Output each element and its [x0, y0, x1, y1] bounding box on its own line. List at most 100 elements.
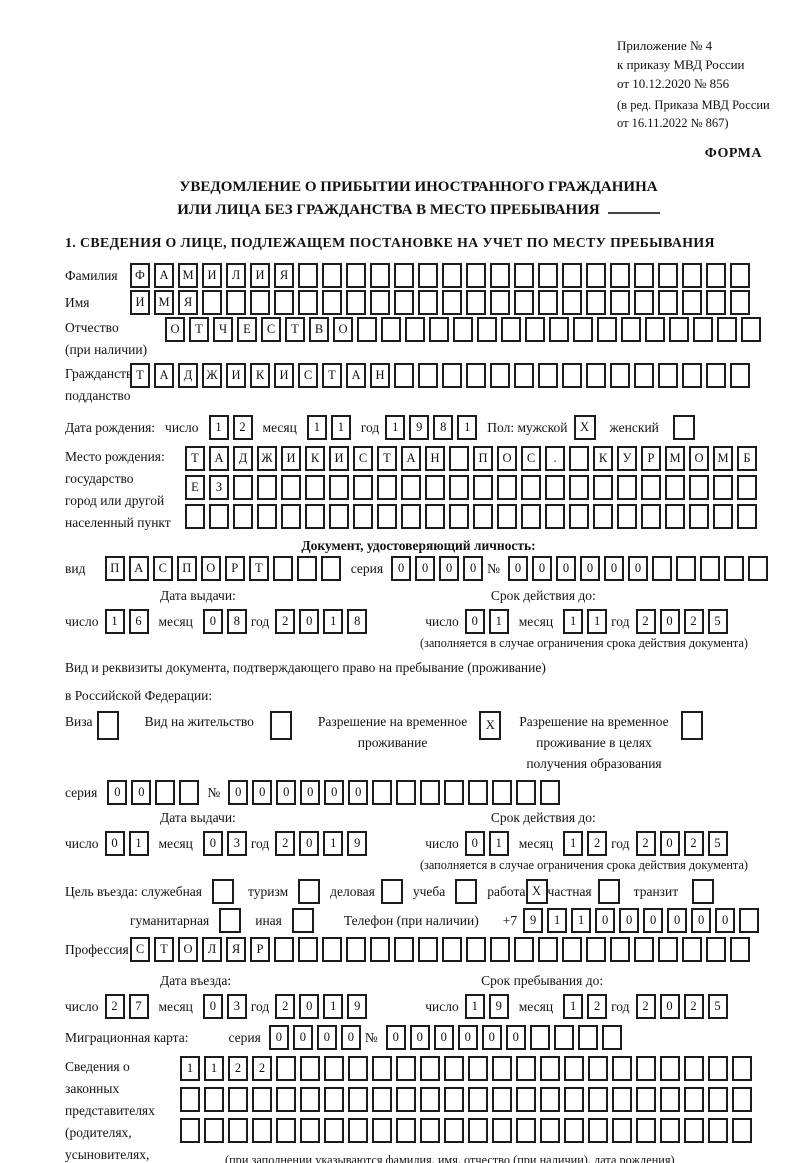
char-cell[interactable]: Л — [226, 263, 246, 288]
char-cell[interactable] — [274, 937, 294, 962]
char-cell[interactable]: 1 — [323, 609, 344, 634]
char-cell[interactable]: А — [209, 446, 229, 471]
char-cell[interactable] — [660, 1056, 680, 1081]
char-cell[interactable] — [357, 317, 377, 342]
char-cell[interactable] — [346, 937, 366, 962]
char-cell[interactable]: 1 — [306, 415, 327, 440]
char-cell[interactable] — [425, 475, 445, 500]
char-cell[interactable]: 0 — [340, 1025, 361, 1050]
char-cell[interactable]: 0 — [299, 831, 320, 856]
char-cell[interactable] — [586, 363, 606, 388]
char-cell[interactable] — [300, 1118, 320, 1143]
char-cell[interactable]: 2 — [683, 994, 704, 1019]
char-cell[interactable] — [329, 475, 349, 500]
char-cell[interactable]: 0 — [299, 609, 320, 634]
char-cell[interactable] — [372, 1056, 392, 1081]
char-cell[interactable]: 0 — [104, 831, 125, 856]
char-cell[interactable] — [420, 1118, 440, 1143]
char-cell[interactable] — [706, 290, 726, 315]
char-cell[interactable] — [396, 1087, 416, 1112]
char-cell[interactable] — [396, 1118, 416, 1143]
char-cell[interactable]: К — [305, 446, 325, 471]
char-cell[interactable]: 0 — [324, 780, 345, 805]
char-cell[interactable] — [420, 1087, 440, 1112]
char-cell[interactable]: И — [281, 446, 301, 471]
char-cell[interactable] — [401, 475, 421, 500]
char-cell[interactable] — [708, 1087, 728, 1112]
char-cell[interactable] — [514, 263, 534, 288]
char-cell[interactable] — [348, 1056, 368, 1081]
char-cell[interactable] — [204, 1118, 224, 1143]
char-cell[interactable]: 2 — [275, 994, 296, 1019]
char-cell[interactable]: 0 — [252, 780, 273, 805]
char-cell[interactable]: 5 — [707, 609, 728, 634]
char-cell[interactable]: О — [165, 317, 185, 342]
char-cell[interactable]: 1 — [488, 831, 509, 856]
char-cell[interactable] — [405, 317, 425, 342]
char-cell[interactable] — [497, 504, 517, 529]
char-cell[interactable] — [296, 556, 317, 581]
char-cell[interactable] — [473, 504, 493, 529]
char-cell[interactable]: Л — [202, 937, 222, 962]
char-cell[interactable] — [442, 363, 462, 388]
char-cell[interactable]: И — [202, 263, 222, 288]
char-cell[interactable]: 0 — [505, 1025, 526, 1050]
char-cell[interactable] — [521, 504, 541, 529]
char-cell[interactable]: 1 — [330, 415, 351, 440]
char-cell[interactable] — [490, 263, 510, 288]
char-cell[interactable]: 1 — [104, 609, 125, 634]
char-cell[interactable]: А — [154, 363, 174, 388]
char-cell[interactable] — [682, 363, 702, 388]
char-cell[interactable]: С — [152, 556, 173, 581]
char-cell[interactable]: Т — [285, 317, 305, 342]
char-cell[interactable] — [492, 1087, 512, 1112]
char-cell[interactable]: 9 — [347, 831, 368, 856]
char-cell[interactable] — [612, 1056, 632, 1081]
char-cell[interactable]: 2 — [275, 831, 296, 856]
char-cell[interactable] — [682, 263, 702, 288]
char-cell[interactable] — [652, 556, 672, 581]
char-cell[interactable] — [272, 556, 293, 581]
char-cell[interactable] — [538, 937, 558, 962]
char-cell[interactable] — [658, 290, 678, 315]
char-cell[interactable] — [706, 263, 726, 288]
char-cell[interactable] — [442, 290, 462, 315]
char-cell[interactable] — [252, 1087, 272, 1112]
char-cell[interactable]: 8 — [347, 609, 368, 634]
char-cell[interactable]: 1 — [563, 831, 584, 856]
char-cell[interactable] — [621, 317, 641, 342]
char-cell[interactable]: 0 — [464, 609, 485, 634]
char-cell[interactable]: О — [178, 937, 198, 962]
purpose-humanitarian-checkbox[interactable] — [219, 908, 242, 933]
char-cell[interactable]: Ф — [130, 263, 150, 288]
char-cell[interactable]: М — [154, 290, 174, 315]
char-cell[interactable] — [549, 317, 569, 342]
char-cell[interactable]: 0 — [292, 1025, 313, 1050]
char-cell[interactable] — [444, 1118, 464, 1143]
char-cell[interactable]: 2 — [635, 609, 656, 634]
char-cell[interactable] — [545, 475, 565, 500]
char-cell[interactable]: Т — [130, 363, 150, 388]
char-cell[interactable] — [612, 1118, 632, 1143]
char-cell[interactable]: 1 — [180, 1056, 200, 1081]
char-cell[interactable] — [610, 263, 630, 288]
char-cell[interactable] — [155, 780, 176, 805]
char-cell[interactable]: 1 — [571, 908, 592, 933]
char-cell[interactable] — [636, 1056, 656, 1081]
char-cell[interactable] — [540, 780, 561, 805]
purpose-private-checkbox[interactable] — [597, 879, 620, 904]
char-cell[interactable]: А — [128, 556, 149, 581]
char-cell[interactable] — [612, 1087, 632, 1112]
char-cell[interactable] — [540, 1118, 560, 1143]
char-cell[interactable]: 1 — [208, 415, 229, 440]
char-cell[interactable]: О — [200, 556, 221, 581]
char-cell[interactable]: 0 — [457, 1025, 478, 1050]
char-cell[interactable]: С — [130, 937, 150, 962]
char-cell[interactable] — [233, 475, 253, 500]
char-cell[interactable]: 0 — [481, 1025, 502, 1050]
char-cell[interactable] — [641, 475, 661, 500]
char-cell[interactable]: 0 — [299, 994, 320, 1019]
char-cell[interactable] — [492, 780, 513, 805]
char-cell[interactable] — [468, 1118, 488, 1143]
char-cell[interactable] — [324, 1056, 344, 1081]
